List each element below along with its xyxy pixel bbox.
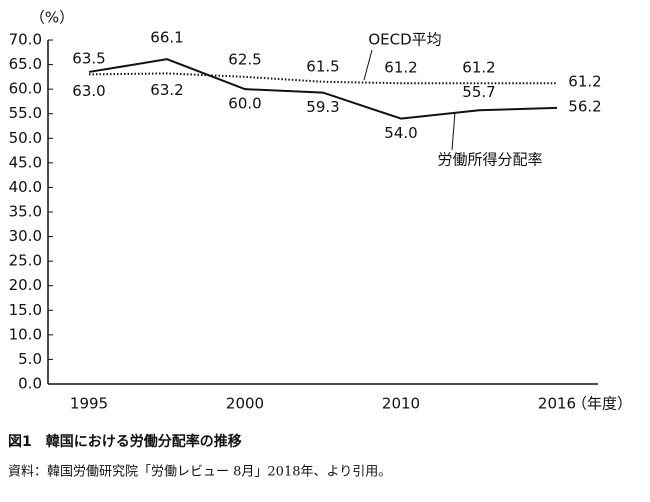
data-label: 61.2 (462, 59, 495, 77)
y-tick-label: 55.0 (9, 104, 42, 122)
x-tick-label: 2016 (538, 395, 576, 413)
y-tick-label: 15.0 (9, 301, 42, 319)
leader-line (363, 49, 373, 81)
leader-line (451, 111, 456, 151)
data-label: 63.0 (72, 82, 105, 100)
data-label: 61.2 (384, 59, 417, 77)
series-label: OECD平均 (368, 31, 441, 49)
data-label: 63.5 (72, 49, 105, 67)
y-tick-label: 25.0 (9, 252, 42, 270)
y-tick-label: 10.0 (9, 325, 42, 343)
data-label: 60.0 (228, 95, 261, 113)
data-label: 54.0 (384, 124, 417, 142)
x-tick-label: 2000 (226, 395, 264, 413)
y-tick-label: 0.0 (18, 375, 42, 393)
series-label: 労働所得分配率 (437, 151, 542, 169)
y-tick-label: 20.0 (9, 276, 42, 294)
y-tick-label: 70.0 (9, 31, 42, 49)
line (88, 58, 558, 120)
data-label: 63.2 (150, 81, 183, 99)
data-label: 55.7 (462, 83, 495, 101)
line (88, 72, 557, 85)
y-tick-label: 65.0 (9, 55, 42, 73)
source: 資料：韓国労働研究院「労働レビュー 8月」2018年、より引用。 (8, 465, 391, 480)
data-label: 66.1 (150, 29, 183, 47)
data-label: 62.5 (228, 50, 261, 68)
data-label: 61.2 (568, 73, 601, 91)
y-tick-label: 60.0 (9, 80, 42, 98)
caption: 図1 韓国における労働分配率の推移 (8, 433, 242, 450)
y-tick-label: 5.0 (18, 350, 42, 368)
x-tick-label: 1995 (70, 395, 108, 413)
y-tick-label: 35.0 (9, 203, 42, 221)
y-tick-label: 50.0 (9, 129, 42, 147)
data-label: 59.3 (306, 98, 339, 116)
data-label: 56.2 (568, 97, 601, 115)
data-label: 61.5 (306, 57, 339, 75)
x-tick-label: 2010 (382, 395, 420, 413)
y-tick-label: 40.0 (9, 178, 42, 196)
y-tick-label: 45.0 (9, 153, 42, 171)
y-unit: （%） (30, 9, 74, 27)
x-unit: （年度） (572, 395, 632, 413)
y-tick-label: 30.0 (9, 227, 42, 245)
